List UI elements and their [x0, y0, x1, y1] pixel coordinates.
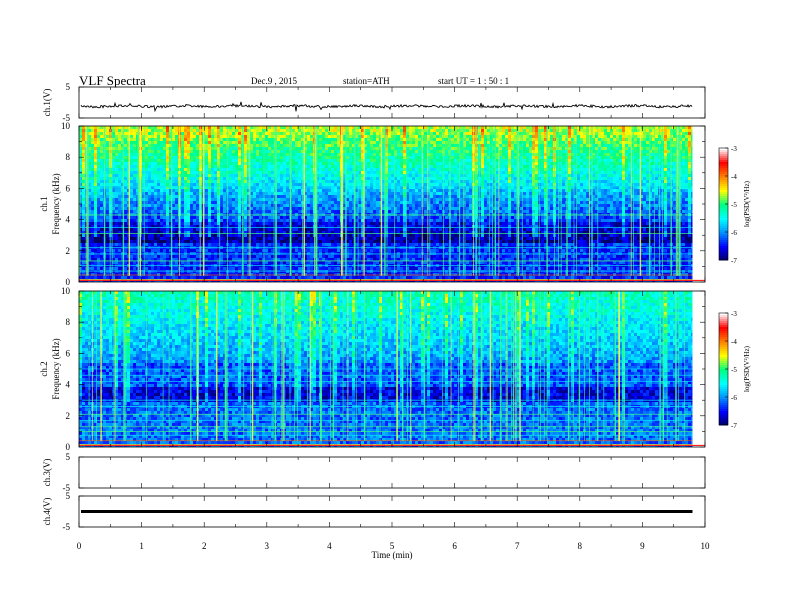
x-tick-label: 10 — [701, 541, 711, 551]
sp1-colorbar-tick-label: -5 — [731, 201, 737, 209]
x-tick-label: 9 — [640, 541, 645, 551]
ch1-ytick-label: 5 — [66, 82, 71, 92]
sp1-ytick-label: 6 — [66, 183, 71, 193]
sp2-colorbar-tick-label: -6 — [731, 394, 737, 402]
sp1-ytick-label: 2 — [66, 246, 71, 256]
sp2-ytick-label: 0 — [66, 442, 71, 452]
ch4-ylabel: ch.4(V) — [42, 498, 52, 526]
sp2-colorbar-tick-label: -4 — [731, 338, 737, 346]
x-tick-label: 8 — [578, 541, 583, 551]
x-tick-label: 3 — [265, 541, 270, 551]
x-tick-label: 6 — [452, 541, 457, 551]
sp1-colorbar-tick-label: -4 — [731, 173, 737, 181]
sp2-colorbar-label: log(PSD(V²/Hz) — [743, 345, 751, 392]
sp2-ytick-label: 4 — [66, 380, 71, 390]
sp2-ytick-label: 8 — [66, 317, 71, 327]
sp2-ytick-label: 2 — [66, 411, 71, 421]
sp2-ytick-label: 6 — [66, 348, 71, 358]
x-tick-label: 2 — [202, 541, 207, 551]
sp1-colorbar-label: log(PSD(V²/Hz) — [743, 180, 751, 227]
x-tick-label: 7 — [515, 541, 520, 551]
x-tick-label: 0 — [77, 541, 82, 551]
x-axis-label: Time (min) — [372, 550, 413, 560]
ch3-ylabel: ch.3(V) — [42, 459, 52, 487]
ch4-ytick-label: -5 — [63, 522, 71, 532]
sp2-channel-label: ch.2 — [39, 361, 49, 376]
ch1-ylabel: ch.1(V) — [42, 89, 52, 117]
ch3-ytick-label: 5 — [66, 452, 71, 462]
sp1-ytick-label: 4 — [66, 215, 71, 225]
sp2-colorbar-tick-label: -3 — [731, 310, 737, 318]
sp2-ytick-label: 10 — [61, 286, 71, 296]
ch4-ytick-label: 5 — [66, 491, 71, 501]
sp2-colorbar-tick-label: -7 — [731, 422, 737, 430]
sp1-channel-label: ch.1 — [39, 196, 49, 211]
sp2-ylabel: Frequency (kHz) — [51, 338, 61, 399]
sp2-colorbar-tick-label: -5 — [731, 366, 737, 374]
sp1-ytick-label: 10 — [61, 121, 71, 131]
sp1-colorbar-tick-label: -7 — [731, 257, 737, 265]
sp1-ytick-label: 8 — [66, 152, 71, 162]
sp1-ylabel: Frequency (kHz) — [51, 173, 61, 234]
sp1-colorbar-tick-label: -3 — [731, 145, 737, 153]
vlf-spectra-figure: 5-5ch.1(V)5-5ch.3(V)5-5ch.4(V)0246810ch.… — [0, 0, 792, 612]
sp1-colorbar-tick-label: -6 — [731, 229, 737, 237]
x-tick-label: 1 — [139, 541, 144, 551]
x-tick-label: 4 — [327, 541, 332, 551]
ch1-trace — [81, 102, 692, 111]
